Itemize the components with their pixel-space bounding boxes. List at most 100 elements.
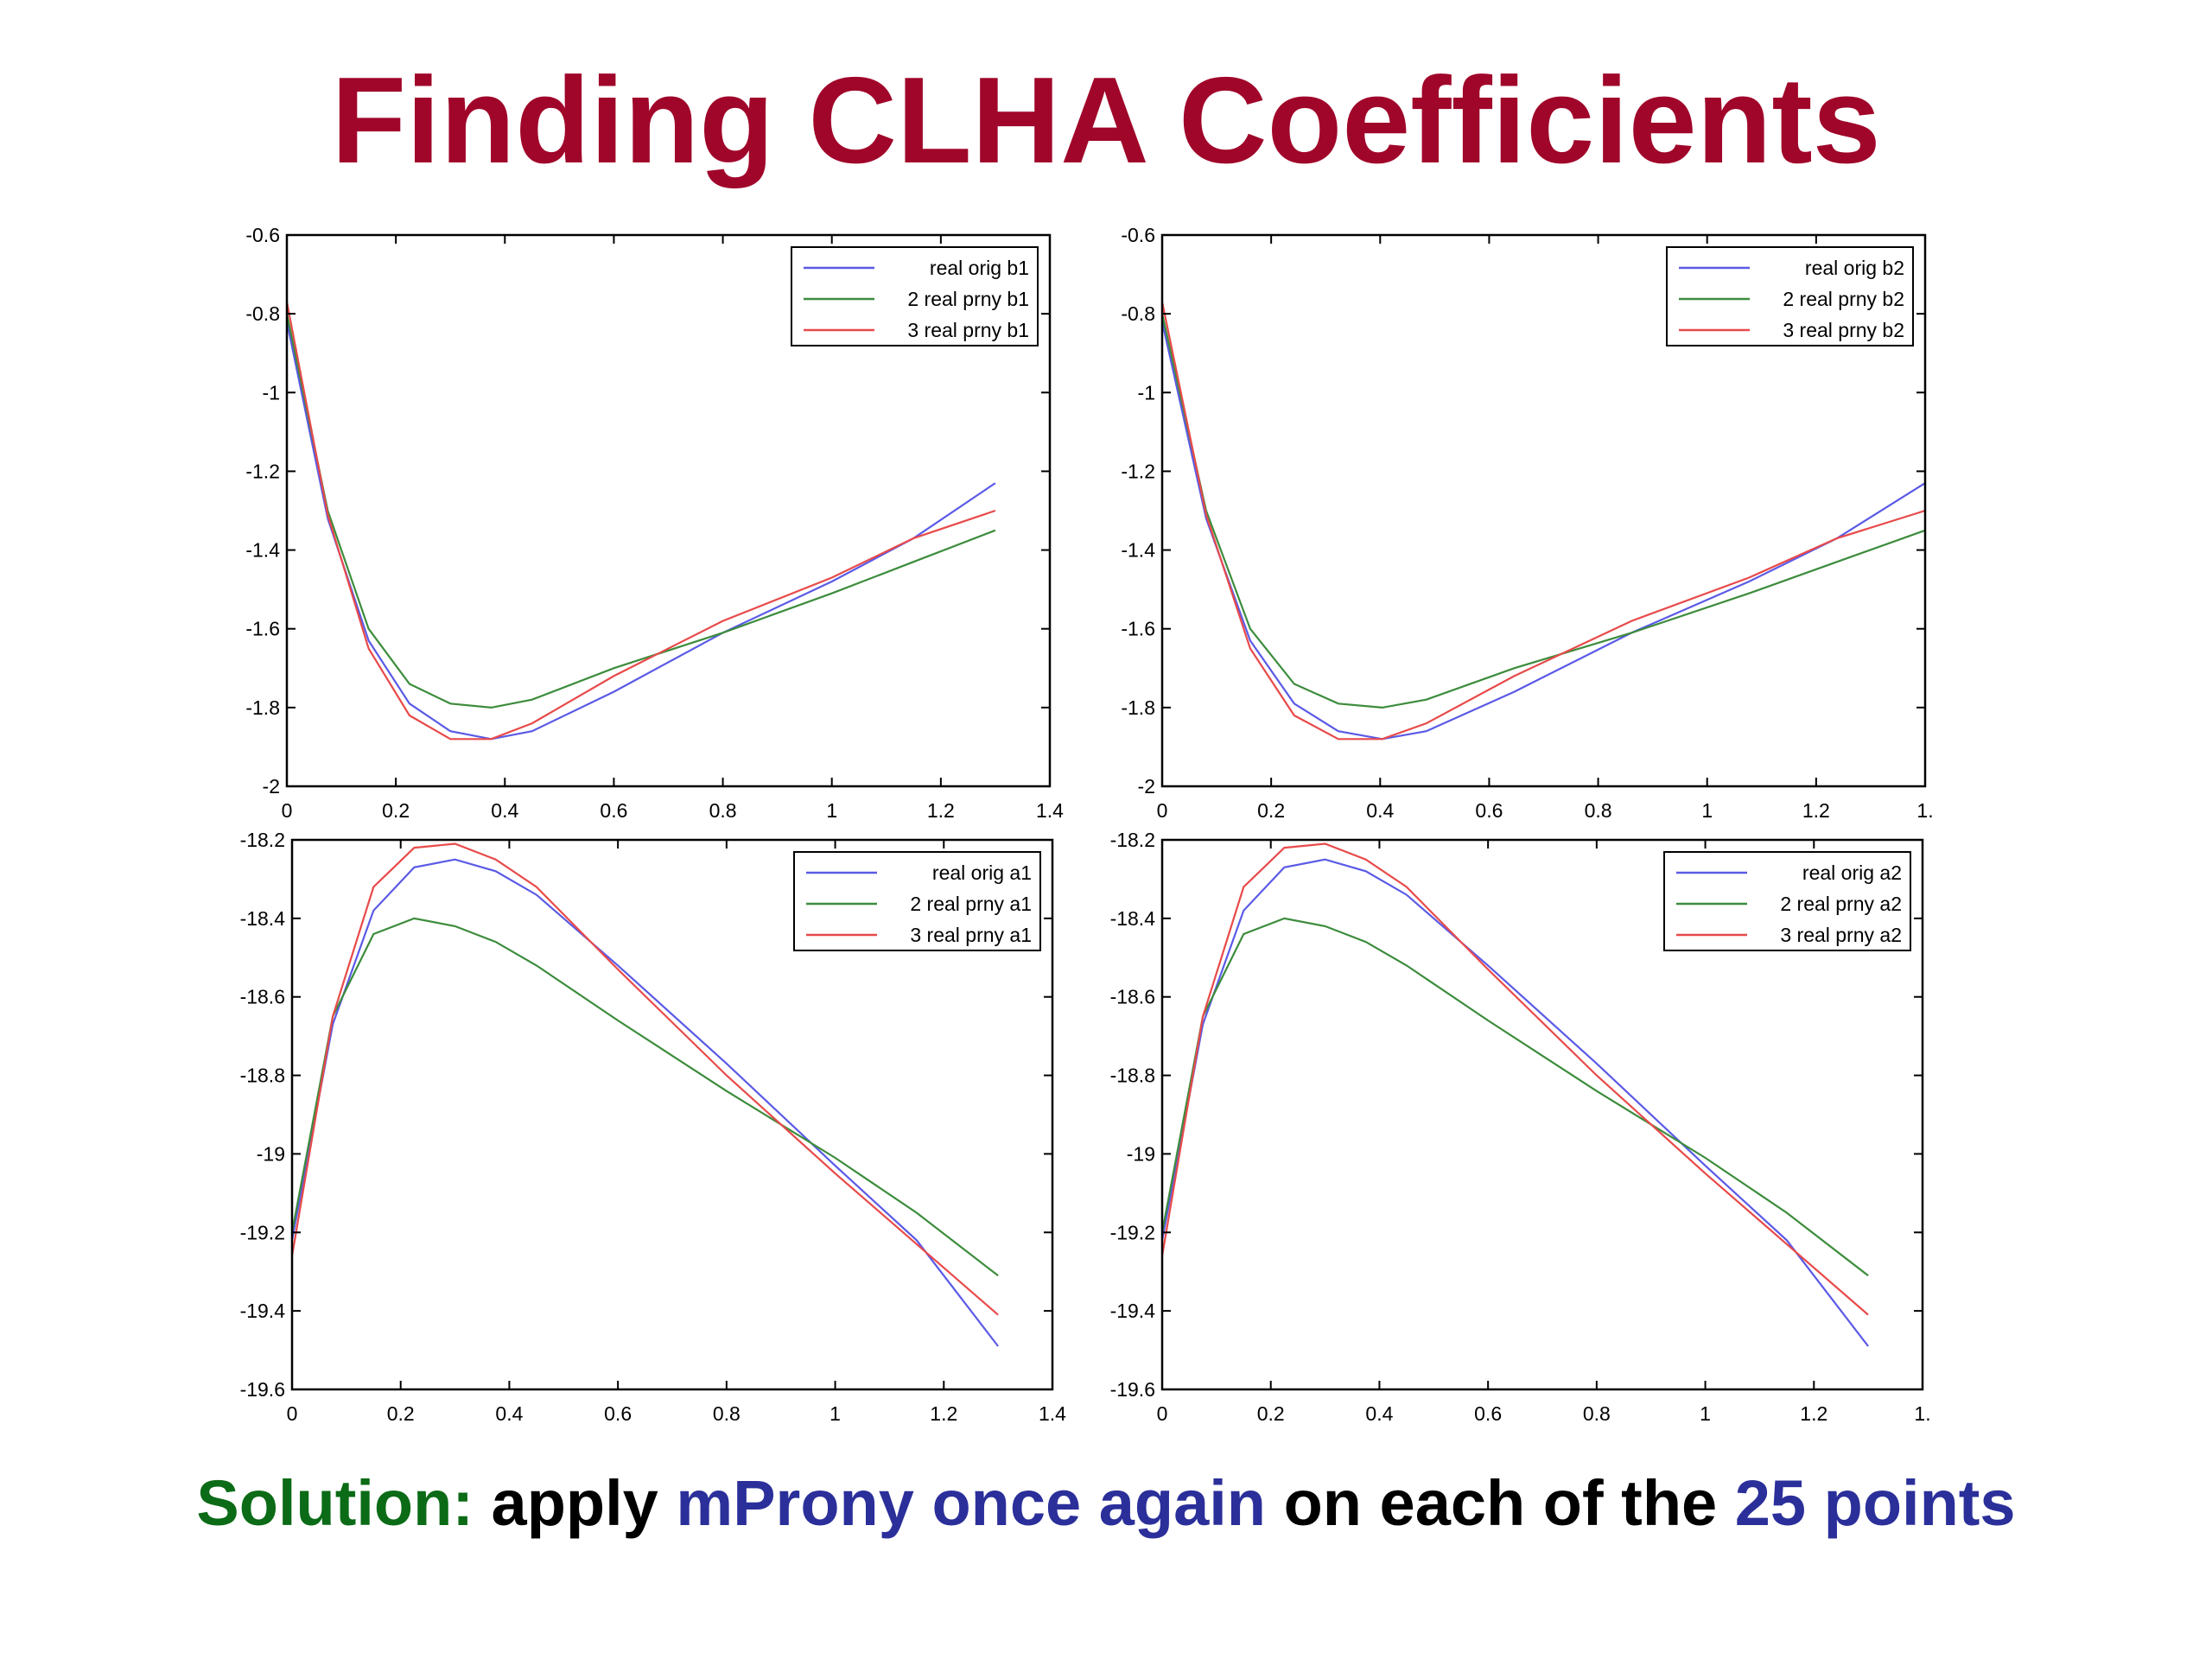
legend-label-1: real orig a2 <box>1802 861 1902 884</box>
x-tick-label: 0.2 <box>1257 799 1285 822</box>
x-tick-label: 1.2 <box>930 1402 957 1425</box>
series-line-3 <box>290 842 999 1316</box>
legend: real orig b2 2 real prny b2 3 real prny b2 <box>1666 246 1914 346</box>
legend-label-3: 3 real prny a2 <box>1780 924 1902 946</box>
legend-label-1: real orig b2 <box>1805 257 1904 279</box>
legend-label-1: real orig b1 <box>930 257 1029 279</box>
series-line-1 <box>1160 858 1869 1347</box>
y-tick-label: -1.6 <box>245 618 280 640</box>
x-tick-label: 0.6 <box>604 1402 632 1425</box>
x-tick-label: 1 <box>830 1402 841 1425</box>
y-tick-label: -1 <box>1138 381 1155 404</box>
y-tick-label: -18.8 <box>1110 1065 1155 1087</box>
subplot-1: 0 0.2 0.4 0.6 0.8 1 1.2 1.4 -2 -1.8 -1.6 -1.4 -1.2 -1… <box>245 224 1064 822</box>
y-tick-label: -1.2 <box>245 460 280 482</box>
x-tick-label: 0 <box>287 1402 298 1425</box>
legend-label-3: 3 real prny b2 <box>1783 319 1904 341</box>
y-tick-label: -0.8 <box>245 302 280 325</box>
caption-on-each: on each of the <box>1283 1467 1718 1539</box>
y-tick-label: -19.2 <box>240 1221 285 1243</box>
legend-label-2: 2 real prny a1 <box>910 893 1032 915</box>
x-tick-label: 0.8 <box>1583 1402 1611 1425</box>
legend-label-2: 2 real prny b1 <box>907 288 1029 310</box>
x-tick-label: 0.4 <box>1365 1402 1393 1425</box>
legend-label-3: 3 real prny a1 <box>910 924 1032 946</box>
legend: real orig b1 2 real prny b1 3 real prny b1 <box>791 246 1039 346</box>
y-tick-label: -18.4 <box>240 907 286 930</box>
x-tick-label: 1. <box>1916 799 1933 822</box>
y-tick-label: -18.2 <box>240 829 285 851</box>
plot-frame <box>1160 233 1927 788</box>
y-tick-label: -18.8 <box>240 1065 285 1087</box>
legend: real orig a1 2 real prny a1 3 real prny a1 <box>793 851 1041 951</box>
x-tick-label: 0.2 <box>387 1402 415 1425</box>
x-tick-label: 1.2 <box>1800 1402 1827 1425</box>
caption-points: 25 points <box>1734 1467 2016 1539</box>
x-tick-label: 0 <box>1157 1402 1168 1425</box>
x-tick-label: 0.8 <box>1585 799 1612 822</box>
y-tick-label: -19.2 <box>1110 1221 1155 1243</box>
y-tick-label: -19 <box>1127 1142 1155 1165</box>
y-tick-label: -19.6 <box>240 1378 285 1401</box>
y-tick-label: -18.6 <box>1110 986 1155 1008</box>
caption-solution: Solution: <box>196 1467 474 1539</box>
x-tick-label: 0.4 <box>495 1402 523 1425</box>
x-tick-label: 0.4 <box>1366 799 1394 822</box>
series-line-1 <box>285 321 996 741</box>
series-line-1 <box>290 858 999 1347</box>
legend-label-2: 2 real prny b2 <box>1783 288 1904 310</box>
x-tick-label: 1.4 <box>1036 799 1064 822</box>
y-tick-label: -1.6 <box>1121 618 1155 640</box>
series-line-2 <box>1160 313 1926 709</box>
legend-label-1: real orig a1 <box>932 861 1032 884</box>
y-tick-label: -1.4 <box>1121 539 1155 562</box>
y-tick-label: -1 <box>263 381 280 404</box>
x-tick-label: 0.4 <box>491 799 518 822</box>
legend-label-2: 2 real prny a2 <box>1780 893 1902 915</box>
subplot-2: 0 0.2 0.4 0.6 0.8 1 1.2 1. -2 -1.8 -1.6 -1.4 -1.2 -1 -… <box>1121 224 1933 822</box>
series-line-3 <box>1160 842 1869 1316</box>
y-tick-label: -0.8 <box>1121 302 1155 325</box>
y-tick-label: -0.6 <box>1121 224 1155 246</box>
x-tick-label: 0.8 <box>709 799 737 822</box>
x-tick-label: 1.2 <box>1802 799 1830 822</box>
subplot-4: 0 0.2 0.4 0.6 0.8 1 1.2 1. -19.6 -19.4 -19.2 -19 -18… <box>1110 829 1931 1425</box>
x-tick-label: 1.2 <box>927 799 955 822</box>
x-tick-label: 0.2 <box>1257 1402 1285 1425</box>
x-tick-label: 1 <box>1701 799 1713 822</box>
x-tick-label: 0.2 <box>382 799 410 822</box>
subplot-3: 0 0.2 0.4 0.6 0.8 1 1.2 1.4 -19.6 -19.4 -19.2 -19 -1… <box>240 829 1067 1425</box>
x-tick-label: 1. <box>1914 1402 1930 1425</box>
y-tick-label: -19.4 <box>1110 1300 1156 1322</box>
plot-frame <box>285 233 1052 788</box>
x-tick-label: 1 <box>826 799 837 822</box>
x-tick-label: 1.4 <box>1039 1402 1066 1425</box>
y-tick-label: -19 <box>257 1142 285 1165</box>
y-tick-label: -1.8 <box>245 696 280 719</box>
y-tick-label: -1.4 <box>245 539 280 562</box>
series-line-2 <box>1160 917 1869 1277</box>
series-line-3 <box>1160 302 1926 741</box>
series-line-2 <box>290 917 999 1277</box>
y-tick-label: -18.2 <box>1110 829 1155 851</box>
plot-frame <box>290 838 1054 1391</box>
x-tick-label: 0.6 <box>1474 1402 1502 1425</box>
y-tick-label: -1.2 <box>1121 460 1155 482</box>
x-tick-label: 0.8 <box>713 1402 741 1425</box>
caption-method: mProny once again <box>676 1467 1267 1539</box>
legend-label-3: 3 real prny b1 <box>907 319 1029 341</box>
series-line-1 <box>1160 321 1926 741</box>
y-tick-label: -0.6 <box>245 224 280 246</box>
plot-frame <box>1160 838 1924 1391</box>
legend: real orig a2 2 real prny a2 3 real prny a2 <box>1663 851 1911 951</box>
slide-title: Finding CLHA Coefficients <box>331 52 1881 189</box>
x-tick-label: 0 <box>282 799 293 822</box>
y-tick-label: -18.6 <box>240 986 285 1008</box>
x-tick-label: 0.6 <box>1475 799 1503 822</box>
caption-apply: apply <box>491 1467 658 1539</box>
caption: Solution: apply mProny once again on eac… <box>0 1460 2212 1547</box>
y-tick-label: -2 <box>1138 775 1155 798</box>
y-tick-label: -19.6 <box>1110 1378 1155 1401</box>
y-tick-label: -19.4 <box>240 1300 286 1322</box>
